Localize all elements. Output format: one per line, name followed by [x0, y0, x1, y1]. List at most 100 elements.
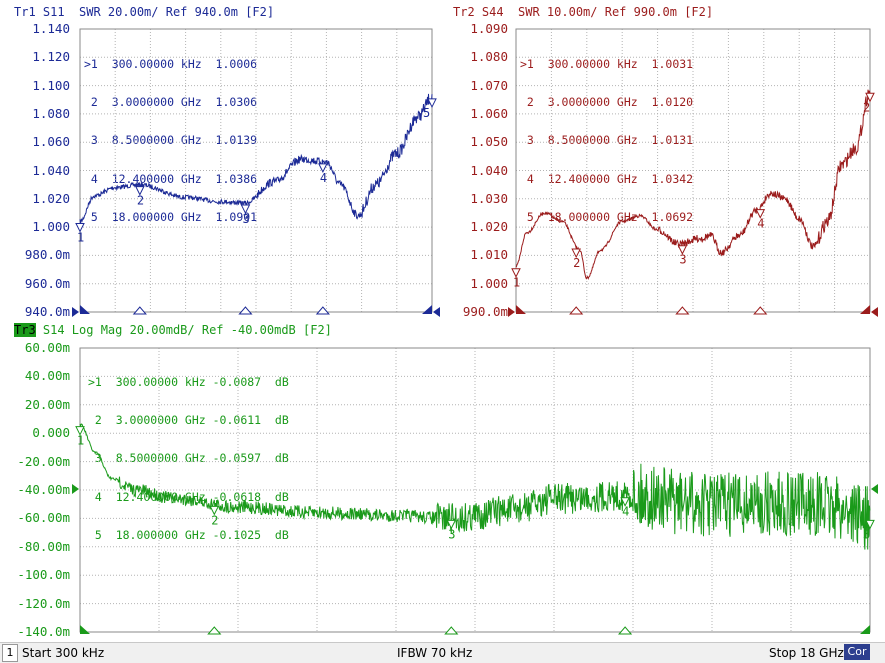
y-axis-label[interactable]: -140.0m [17, 624, 70, 639]
trace3-marker-1[interactable]: >1 300.00000 kHz -0.0087 dB [88, 374, 289, 389]
trace3-marker-2[interactable]: 2 3.0000000 GHz -0.0611 dB [88, 412, 289, 427]
y-axis-label[interactable]: -20.00m [17, 453, 70, 469]
stop-marker-icon [860, 305, 870, 314]
marker-triangle [427, 98, 437, 109]
y-axis-label[interactable]: -40.00m [17, 482, 70, 497]
y-axis-label[interactable]: 960.0m [24, 275, 70, 291]
marker-number: 1 [513, 276, 520, 290]
marker-triangle [209, 505, 220, 516]
y-axis-label[interactable]: 940.0m [24, 304, 70, 319]
marker-number: 5 [423, 106, 430, 120]
marker-triangle [755, 209, 766, 219]
trace2-marker-2[interactable]: 2 3.0000000 GHz 1.0120 [520, 94, 694, 109]
y-axis-label[interactable]: -60.00m [17, 510, 70, 526]
y-axis-label[interactable]: 1.100 [32, 77, 70, 93]
reference-level-icon [871, 307, 878, 317]
trace1-marker-1[interactable]: >1 300.00000 kHz 1.0006 [84, 56, 258, 71]
marker-indicator-icon [132, 306, 147, 315]
y-axis-label[interactable]: 60.00m [24, 340, 70, 355]
trace2-trace [515, 89, 871, 280]
y-axis-label[interactable]: 1.040 [470, 162, 508, 178]
y-axis-label[interactable]: 1.060 [32, 134, 70, 150]
trace2-marker-5[interactable]: 5 18.000000 GHz 1.0692 [520, 210, 694, 225]
y-axis-label[interactable]: 990.0m [462, 304, 508, 319]
y-axis-label[interactable]: -80.00m [17, 538, 70, 554]
trace2-marker-1[interactable]: >1 300.00000 kHz 1.0031 [520, 56, 694, 71]
marker-number: 3 [448, 527, 455, 541]
marker-indicator-icon [618, 626, 633, 635]
plot-frame [515, 28, 871, 313]
trace2-marker-4[interactable]: 4 12.400000 GHz 1.0342 [520, 171, 694, 186]
channel-indicator[interactable]: 1 [2, 644, 18, 662]
trace1-title[interactable]: Tr1 S11 SWR 20.00m/ Ref 940.0m [F2] [14, 5, 275, 19]
marker-triangle [318, 163, 328, 173]
marker-indicator-icon [753, 306, 768, 315]
trace1-marker-4[interactable]: 4 12.400000 GHz 1.0386 [84, 171, 258, 186]
correction-status-badge[interactable]: Cor [844, 644, 870, 660]
trace3-marker-4[interactable]: 4 12.400000 GHz -0.0618 dB [88, 489, 289, 504]
trace1-marker-5[interactable]: 5 18.000000 GHz 1.0901 [84, 210, 258, 225]
y-axis-label[interactable]: 1.020 [470, 219, 508, 235]
reference-level-icon [871, 484, 878, 494]
y-axis-label[interactable]: 1.020 [32, 190, 70, 206]
marker-number: 3 [242, 212, 249, 226]
stop-frequency[interactable]: Stop 18 GHz [769, 646, 844, 660]
y-axis-label[interactable]: 1.070 [470, 77, 508, 93]
reference-level-icon [72, 484, 79, 494]
y-axis-label[interactable]: 1.000 [32, 219, 70, 235]
reference-level-icon [72, 307, 79, 317]
marker-number: 2 [137, 194, 144, 208]
y-axis-label[interactable]: -100.0m [17, 567, 70, 583]
y-axis-label[interactable]: 40.00m [24, 368, 70, 384]
y-axis-label[interactable]: 1.010 [470, 247, 508, 263]
start-marker-icon [80, 305, 90, 314]
y-axis-label[interactable]: 1.080 [32, 105, 70, 121]
marker-indicator-icon [238, 306, 253, 315]
trace1-marker-table: >1 300.00000 kHz 1.0006 2 3.0000000 GHz … [84, 32, 257, 237]
status-bar: 1 Start 300 kHz IFBW 70 kHz Stop 18 GHz … [0, 642, 885, 663]
y-axis-label[interactable]: 0.000 [32, 425, 70, 441]
start-marker-icon [516, 305, 526, 314]
start-marker-icon [80, 625, 90, 634]
marker-indicator-icon [207, 626, 222, 635]
reference-level-icon [508, 307, 515, 317]
marker-triangle [865, 519, 875, 530]
trace3-title-text: S14 Log Mag 20.00mdB/ Ref -40.00mdB [F2] [35, 323, 332, 337]
ifbw-setting[interactable]: IFBW 70 kHz [397, 646, 473, 660]
marker-number: 1 [77, 434, 84, 448]
marker-number: 4 [320, 171, 327, 185]
marker-triangle [865, 92, 875, 103]
y-axis-label[interactable]: 1.000 [470, 275, 508, 291]
marker-triangle [446, 519, 457, 530]
marker-triangle [75, 426, 85, 436]
y-axis-label[interactable]: 1.090 [470, 21, 508, 36]
marker-number: 3 [863, 527, 870, 541]
trace2-title[interactable]: Tr2 S44 SWR 10.00m/ Ref 990.0m [F2] [453, 5, 714, 19]
marker-number: 4 [622, 505, 629, 519]
marker-number: 2 [211, 513, 218, 527]
plot-frame [79, 347, 871, 633]
trace1-trace [79, 93, 433, 224]
y-axis-label[interactable]: 1.040 [32, 162, 70, 178]
y-axis-label[interactable]: 1.030 [470, 190, 508, 206]
start-frequency[interactable]: Start 300 kHz [22, 646, 105, 660]
y-axis-label[interactable]: 980.0m [24, 247, 70, 263]
y-axis-label[interactable]: -120.0m [17, 595, 70, 611]
y-axis-label[interactable]: 1.080 [470, 49, 508, 65]
trace3-title[interactable]: Tr3 S14 Log Mag 20.00mdB/ Ref -40.00mdB … [14, 323, 332, 337]
trace3-marker-5[interactable]: 5 18.000000 GHz -0.1025 dB [88, 528, 289, 543]
y-axis-label[interactable]: 1.140 [32, 21, 70, 36]
y-axis-label[interactable]: 1.120 [32, 49, 70, 65]
trace3-tag[interactable]: Tr3 [14, 323, 36, 337]
marker-number: 2 [863, 100, 870, 114]
y-axis-label[interactable]: 20.00m [24, 396, 70, 412]
y-axis-label[interactable]: 1.060 [470, 105, 508, 121]
marker-indicator-icon [675, 306, 690, 315]
marker-triangle [677, 245, 688, 255]
trace1-marker-2[interactable]: 2 3.0000000 GHz 1.0306 [84, 94, 258, 109]
marker-triangle [240, 204, 251, 215]
marker-triangle [571, 248, 581, 259]
y-axis-label[interactable]: 1.050 [470, 134, 508, 150]
trace1-marker-3[interactable]: 3 8.5000000 GHz 1.0139 [84, 133, 258, 148]
